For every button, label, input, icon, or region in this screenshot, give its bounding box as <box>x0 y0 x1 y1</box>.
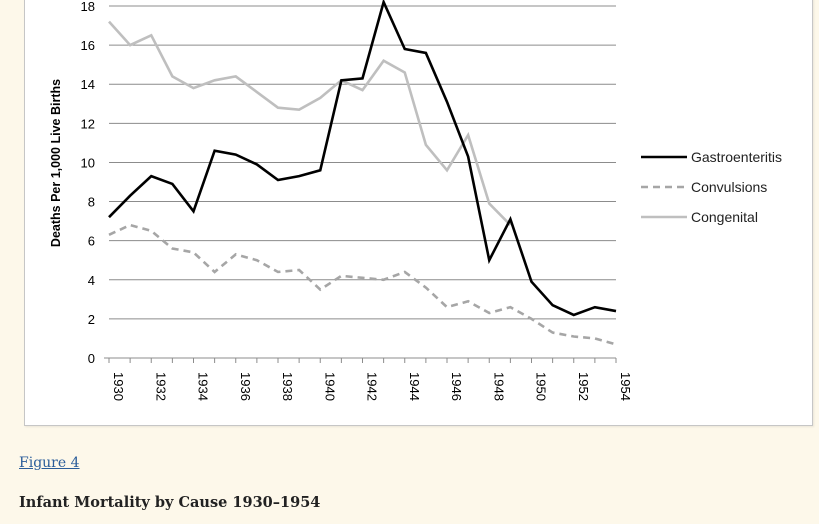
legend-label-congenital: Congenital <box>691 209 758 225</box>
x-axis <box>104 357 617 363</box>
y-tick-label: 18 <box>81 0 95 14</box>
legend-label-convulsions: Convulsions <box>691 179 767 195</box>
series-line-congenital <box>108 20 512 226</box>
legend-label-gastroenteritis: Gastroenteritis <box>691 149 782 165</box>
x-tick-label: 1932 <box>153 372 168 401</box>
y-tick-label: 0 <box>88 351 95 366</box>
x-tick-label: 1942 <box>365 372 380 401</box>
x-tick-label: 1938 <box>280 372 295 401</box>
y-tick-label: 12 <box>81 116 95 131</box>
x-tick-label: 1952 <box>576 372 591 401</box>
legend: Gastroenteritis Convulsions Congenital <box>641 149 782 225</box>
x-tick-label: 1934 <box>196 372 211 401</box>
x-tick-label: 1950 <box>534 372 549 401</box>
x-tick-label: 1948 <box>491 372 506 401</box>
x-tick-label: 1936 <box>238 372 253 401</box>
series-line-gastroenteritis <box>108 0 617 317</box>
chart-panel <box>24 0 813 426</box>
gridlines <box>109 5 616 320</box>
x-tick-label: 1930 <box>111 372 126 401</box>
line-chart: 0 2 4 6 8 10 12 14 16 18 1930 1932 1934 1936 1938 1940… <box>49 0 782 401</box>
series-line-convulsions <box>108 223 617 346</box>
y-tick-label: 2 <box>88 312 95 327</box>
y-tick-label: 10 <box>81 155 95 170</box>
y-tick-label: 8 <box>88 195 95 210</box>
y-tick-label: 4 <box>88 273 95 288</box>
y-tick-label: 14 <box>81 77 95 92</box>
x-tick-label: 1954 <box>618 372 633 401</box>
x-tick-label: 1940 <box>322 372 337 401</box>
x-tick-labels: 1930 1932 1934 1936 1938 1940 1942 1944 1946 1948… <box>111 372 633 401</box>
y-axis-label: Deaths Per 1,000 Live Births <box>49 79 63 247</box>
x-tick-label: 1944 <box>407 372 422 401</box>
x-tick-label: 1946 <box>449 372 464 401</box>
y-tick-label: 6 <box>88 234 95 249</box>
figure-link[interactable]: Figure 4 <box>19 455 80 471</box>
y-tick-label: 16 <box>81 38 95 53</box>
y-tick-labels: 0 2 4 6 8 10 12 14 16 18 <box>81 0 95 366</box>
series-lines <box>108 0 617 346</box>
figure-caption: Infant Mortality by Cause 1930–1954 <box>19 494 321 511</box>
